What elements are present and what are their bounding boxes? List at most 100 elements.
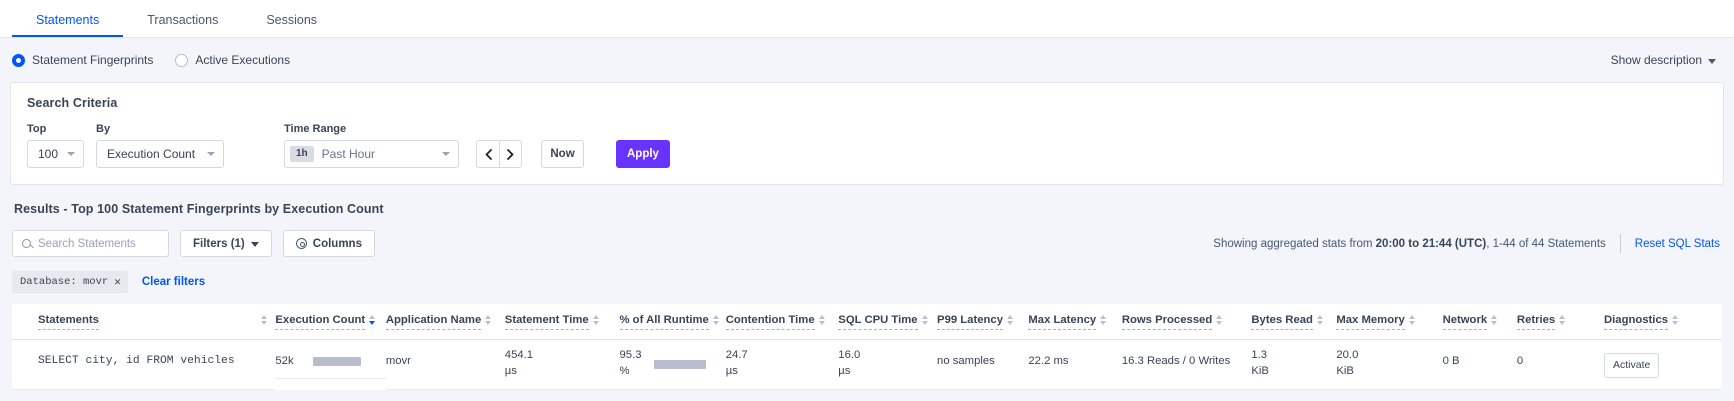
statement-link[interactable]: SELECT city, id FROM vehicles	[38, 355, 235, 368]
clear-filters-link[interactable]: Clear filters	[141, 276, 206, 288]
col-header-p99-latency[interactable]: P99 Latency	[937, 304, 1029, 341]
max-latency-value: 22.2 ms	[1028, 355, 1069, 368]
arrow-down-icon	[1316, 321, 1323, 325]
tab-statements[interactable]: Statements	[12, 13, 123, 38]
arrow-down-icon	[592, 321, 599, 325]
now-button[interactable]: Now	[541, 140, 584, 168]
arrow-down-icon	[1491, 321, 1498, 325]
arrow-down-icon	[712, 321, 719, 325]
sort-toggle-rows-processed[interactable]	[1216, 315, 1223, 325]
pct-runtime-bar	[653, 360, 706, 370]
tab-transactions[interactable]: Transactions	[147, 12, 219, 27]
arrow-down-icon	[921, 321, 928, 325]
col-header-bytes-read[interactable]: Bytes Read	[1251, 304, 1337, 341]
arrow-up-icon	[1216, 315, 1223, 319]
sort-toggle-bytes-read[interactable]	[1316, 315, 1323, 325]
col-header-rows-processed[interactable]: Rows Processed	[1121, 304, 1252, 341]
col-header-execution-count[interactable]: Execution Count	[275, 304, 386, 341]
label-top: Top	[27, 123, 47, 135]
col-label-statement-time: Statement Time	[504, 313, 589, 331]
sort-toggle-statement-time[interactable]	[592, 315, 599, 325]
filter-chip-database[interactable]: Database: movr ✕	[12, 271, 128, 293]
arrow-up-icon	[1672, 315, 1679, 319]
showing-range: 20:00 to 21:44 (UTC)	[1375, 237, 1487, 250]
radio-active-executions[interactable]: Active Executions	[175, 53, 290, 67]
sort-toggle-max-latency[interactable]	[1100, 315, 1107, 325]
filter-chip-label: Database: movr	[20, 276, 109, 288]
col-header-application-name[interactable]: Application Name	[385, 304, 505, 341]
sort-toggle-p99-latency[interactable]	[1006, 315, 1013, 325]
col-header-statement-time[interactable]: Statement Time	[504, 304, 620, 341]
radio-unselected-icon	[175, 53, 189, 67]
arrow-down-icon	[1559, 321, 1566, 325]
by-select[interactable]: Execution Count	[96, 140, 224, 168]
arrow-up-icon	[818, 315, 825, 319]
time-prev-button[interactable]	[476, 140, 499, 168]
cell-contention-time: 24.7 µs	[725, 339, 839, 390]
arrow-up-icon	[712, 315, 719, 319]
col-header-statements[interactable]: Statements	[12, 304, 276, 341]
activate-diagnostics-button[interactable]: Activate	[1603, 353, 1660, 379]
sql-cpu-time-value: 16.0	[838, 349, 861, 362]
search-icon	[22, 239, 31, 248]
arrow-up-icon	[1006, 315, 1013, 319]
arrow-down-icon	[1408, 321, 1415, 325]
table-header-row: Statements Execution Count	[12, 304, 1722, 341]
col-header-retries[interactable]: Retries	[1516, 304, 1604, 341]
filters-button[interactable]: Filters (1)	[180, 230, 272, 257]
show-description-label: Show description	[1610, 53, 1702, 67]
results-heading: Results - Top 100 Statement Fingerprints…	[14, 202, 384, 216]
statements-table-head: Statements Execution Count	[12, 304, 1722, 341]
max-memory-unit: KiB	[1336, 365, 1354, 378]
radio-statement-fingerprints[interactable]: Statement Fingerprints	[12, 53, 153, 67]
col-header-sql-cpu-time[interactable]: SQL CPU Time	[838, 304, 938, 341]
arrow-down-icon	[485, 321, 492, 325]
cell-pct-runtime: 95.3 %	[619, 339, 726, 390]
col-header-pct-runtime[interactable]: % of All Runtime	[619, 304, 726, 341]
sort-toggle-diagnostics[interactable]	[1672, 315, 1679, 325]
sort-toggle-contention-time[interactable]	[818, 315, 825, 325]
columns-button[interactable]: Columns	[282, 230, 375, 257]
results-toolbar-right: Showing aggregated stats from 20:00 to 2…	[1213, 234, 1722, 253]
tab-sessions[interactable]: Sessions	[266, 12, 318, 27]
search-statements-placeholder: Search Statements	[38, 237, 136, 250]
by-select-value: Execution Count	[107, 147, 196, 161]
search-criteria-card: Search Criteria Top 100 By Execution Cou…	[10, 82, 1724, 185]
arrow-up-icon	[1408, 315, 1415, 319]
time-next-button[interactable]	[499, 140, 522, 168]
col-label-pct-runtime: % of All Runtime	[619, 313, 709, 331]
apply-button[interactable]: Apply	[616, 140, 670, 168]
sort-toggle-max-memory[interactable]	[1408, 315, 1415, 325]
sort-toggle-execution-count[interactable]	[369, 315, 376, 325]
search-statements-field[interactable]: Search Statements	[12, 230, 169, 257]
execution-count-value: 52k	[275, 355, 294, 368]
sort-toggle-statements[interactable]	[261, 315, 268, 326]
radio-selected-icon	[12, 53, 25, 67]
time-range-select[interactable]: 1h Past Hour	[284, 140, 459, 168]
col-header-network[interactable]: Network	[1442, 304, 1517, 341]
field-top: Top 100	[27, 123, 84, 168]
table-row[interactable]: SELECT city, id FROM vehicles 52k movr 4…	[12, 339, 1722, 390]
col-label-network: Network	[1442, 313, 1488, 331]
reset-sql-stats-link[interactable]: Reset SQL Stats	[1634, 237, 1720, 250]
show-description-toggle[interactable]: Show description	[1611, 53, 1722, 67]
col-label-retries: Retries	[1516, 313, 1556, 331]
col-header-max-memory[interactable]: Max Memory	[1336, 304, 1443, 341]
sort-toggle-application-name[interactable]	[485, 315, 492, 325]
top-select[interactable]: 100	[27, 140, 84, 168]
sort-toggle-network[interactable]	[1491, 315, 1498, 325]
col-header-contention-time[interactable]: Contention Time	[725, 304, 839, 341]
chevron-down-icon	[67, 152, 75, 156]
cell-execution-count: 52k	[275, 340, 386, 380]
sql-cpu-time-unit: µs	[838, 365, 851, 378]
col-header-max-latency[interactable]: Max Latency	[1028, 304, 1122, 341]
close-icon[interactable]: ✕	[114, 277, 121, 289]
sort-toggle-sql-cpu-time[interactable]	[921, 315, 928, 325]
time-nav-group	[476, 140, 522, 168]
col-header-diagnostics[interactable]: Diagnostics	[1603, 304, 1722, 341]
arrow-up-icon	[1559, 315, 1566, 319]
sort-toggle-pct-runtime[interactable]	[712, 315, 719, 325]
sort-toggle-retries[interactable]	[1559, 315, 1566, 325]
statement-time-unit: µs	[504, 365, 517, 378]
statement-time-value: 454.1	[504, 349, 534, 362]
